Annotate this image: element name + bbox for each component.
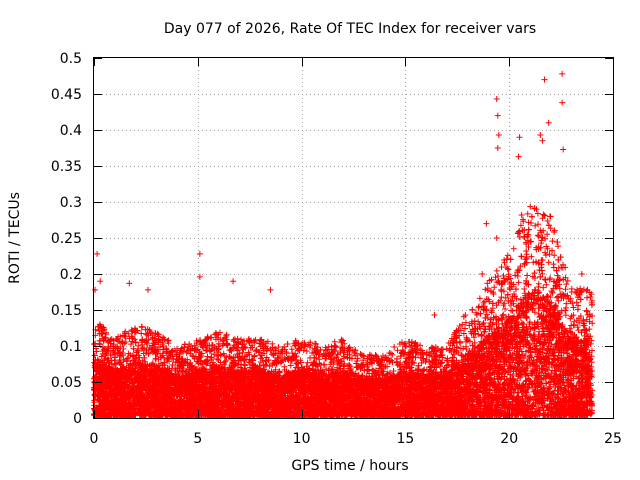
data-point [491, 284, 498, 291]
data-point [459, 321, 466, 328]
data-point [544, 293, 551, 300]
data-point [551, 252, 558, 259]
data-point [564, 277, 571, 284]
data-point [475, 304, 482, 311]
data-point [351, 350, 358, 357]
data-point [534, 210, 541, 217]
data-point [502, 306, 509, 313]
data-point [138, 330, 145, 337]
data-point [512, 272, 519, 279]
data-points [91, 70, 596, 419]
data-point [480, 299, 487, 306]
data-point [547, 213, 554, 220]
data-point [531, 286, 538, 293]
data-point [544, 217, 551, 224]
chart-title: Day 077 of 2026, Rate Of TEC Index for r… [164, 21, 536, 37]
data-point [518, 253, 525, 260]
